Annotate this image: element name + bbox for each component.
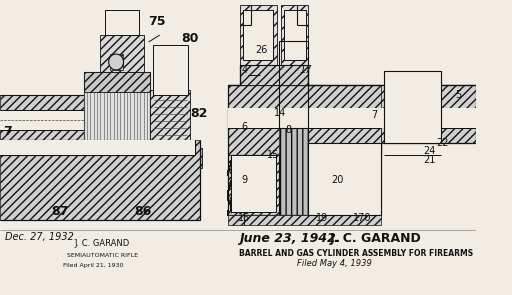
Text: 5: 5 xyxy=(455,90,461,100)
Text: 86: 86 xyxy=(135,205,152,218)
Polygon shape xyxy=(381,128,476,143)
Text: 21: 21 xyxy=(423,155,436,165)
Text: Filed April 21, 1930: Filed April 21, 1930 xyxy=(63,263,124,268)
Polygon shape xyxy=(83,145,151,165)
Circle shape xyxy=(109,54,123,70)
Polygon shape xyxy=(282,5,308,65)
Polygon shape xyxy=(83,72,151,92)
Bar xyxy=(308,143,381,215)
Text: J. C. GARAND: J. C. GARAND xyxy=(74,239,130,248)
Text: 22: 22 xyxy=(437,138,449,148)
Text: 15: 15 xyxy=(267,150,279,160)
Bar xyxy=(105,10,139,35)
Text: 4: 4 xyxy=(242,65,248,75)
Text: Filed May 4, 1939: Filed May 4, 1939 xyxy=(297,259,372,268)
Text: 20: 20 xyxy=(332,175,344,185)
Bar xyxy=(240,0,251,5)
Text: 24: 24 xyxy=(423,146,436,156)
Text: June 23, 1942.: June 23, 1942. xyxy=(239,232,340,245)
Text: 26: 26 xyxy=(255,45,268,55)
Text: 82: 82 xyxy=(190,107,208,120)
Text: Dec. 27, 1932.: Dec. 27, 1932. xyxy=(5,232,77,242)
Polygon shape xyxy=(151,90,190,152)
Bar xyxy=(0,140,195,155)
Text: 8: 8 xyxy=(285,125,291,135)
Text: 170: 170 xyxy=(353,213,371,223)
Text: BARREL AND GAS CYLINDER ASSEMBLY FOR FIREARMS: BARREL AND GAS CYLINDER ASSEMBLY FOR FIR… xyxy=(239,249,473,258)
Polygon shape xyxy=(83,72,151,165)
Polygon shape xyxy=(110,54,122,70)
Polygon shape xyxy=(100,35,144,72)
Text: 75: 75 xyxy=(148,15,166,28)
Text: 19: 19 xyxy=(316,213,328,223)
Polygon shape xyxy=(279,128,308,215)
Polygon shape xyxy=(228,128,381,155)
Text: 9: 9 xyxy=(242,175,248,185)
Polygon shape xyxy=(228,155,279,215)
Bar xyxy=(228,108,476,128)
Polygon shape xyxy=(240,65,308,85)
Polygon shape xyxy=(186,148,202,168)
Bar xyxy=(243,10,273,60)
Polygon shape xyxy=(0,140,200,220)
Bar xyxy=(383,71,441,143)
Text: 14: 14 xyxy=(274,108,286,118)
Text: J. C. GARAND: J. C. GARAND xyxy=(330,232,421,245)
Polygon shape xyxy=(240,5,277,65)
Polygon shape xyxy=(228,215,381,225)
Bar xyxy=(279,41,308,128)
Text: 80: 80 xyxy=(181,32,199,45)
Polygon shape xyxy=(381,85,441,143)
Polygon shape xyxy=(0,95,186,110)
Text: 6: 6 xyxy=(242,122,248,132)
Bar xyxy=(231,155,276,212)
Bar xyxy=(297,0,308,5)
Text: SEMIAUTOMATIC RIFLE: SEMIAUTOMATIC RIFLE xyxy=(67,253,138,258)
Text: 16: 16 xyxy=(238,213,250,223)
Text: 7: 7 xyxy=(3,125,12,138)
Bar xyxy=(153,45,187,95)
Text: 17: 17 xyxy=(300,65,312,75)
Polygon shape xyxy=(0,130,186,140)
Text: 7: 7 xyxy=(372,110,378,120)
Bar xyxy=(284,10,306,60)
Polygon shape xyxy=(228,85,476,108)
Text: 87: 87 xyxy=(51,205,69,218)
